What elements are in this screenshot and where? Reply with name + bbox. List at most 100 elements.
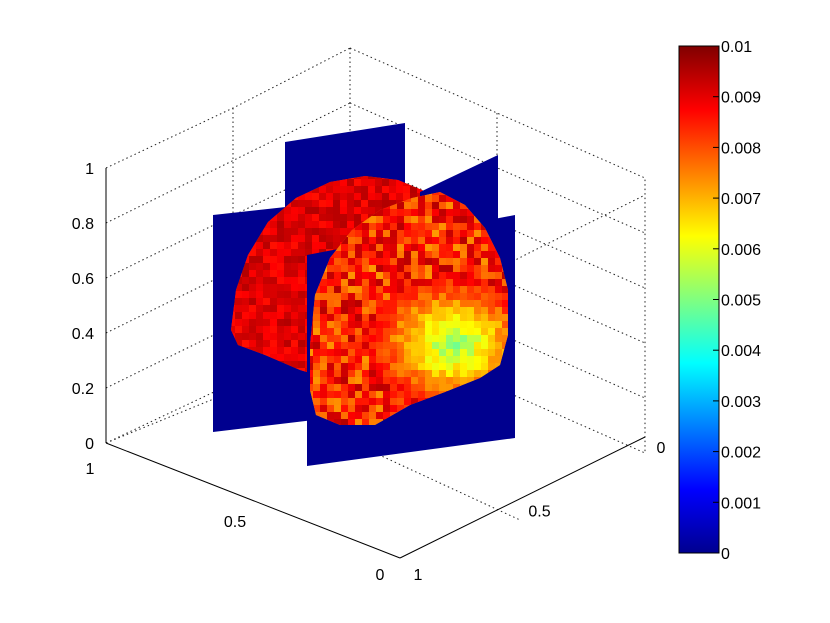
slice-cell [509, 195, 516, 202]
slice-cell [256, 277, 263, 284]
slice-cell [298, 193, 305, 200]
slice-cell [425, 244, 432, 251]
slice-cell [320, 328, 327, 335]
slice-cell [312, 214, 319, 221]
slice-cell [242, 193, 249, 200]
slice-cell [341, 279, 348, 286]
slice-cell [376, 279, 383, 286]
slice-cell [446, 293, 453, 300]
slice-cell [418, 384, 425, 391]
slice-cell [263, 270, 270, 277]
slice-cell [341, 419, 348, 425]
slice-cell [319, 242, 326, 249]
slice-cell [291, 354, 298, 361]
slice-cell [467, 216, 474, 223]
slice-cell [404, 237, 411, 244]
slice-cell [340, 179, 347, 186]
slice-cell [341, 293, 348, 300]
slice-cell [327, 307, 334, 314]
slice-cell [495, 321, 502, 328]
slice-cell [417, 186, 424, 193]
slice-cell [432, 265, 439, 272]
slice-cell [481, 335, 488, 342]
slice-cell [277, 340, 284, 347]
slice-cell [284, 242, 291, 249]
slice-cell [432, 328, 439, 335]
slice-cell [313, 328, 320, 335]
slice-cell [446, 202, 453, 209]
slice-cell [256, 235, 263, 242]
slice-cell [375, 179, 382, 186]
slice-cell [298, 347, 305, 354]
slice-cell [355, 293, 362, 300]
slice-cell [418, 314, 425, 321]
slice-cell [453, 258, 460, 265]
z-tick-label: 0.6 [72, 271, 94, 288]
slice-cell [383, 335, 390, 342]
slice-cell [376, 209, 383, 216]
slice-cell [404, 391, 411, 398]
slice-cell [439, 223, 446, 230]
slice-cell [348, 321, 355, 328]
slice-cell [383, 307, 390, 314]
slice-cell [305, 193, 312, 200]
slice-cell [355, 307, 362, 314]
slice-cell [313, 405, 320, 412]
slice-cell [348, 300, 355, 307]
slice-cell [327, 370, 334, 377]
slice-cell [327, 398, 334, 405]
slice-cell [390, 202, 397, 209]
slice-cell [432, 370, 439, 377]
slice-cell [231, 326, 235, 333]
slice-cell [355, 300, 362, 307]
slice-cell [305, 221, 312, 228]
slice-cell [263, 228, 270, 235]
slice-cell [362, 258, 369, 265]
slice-cell [474, 293, 481, 300]
slice-cell [446, 300, 453, 307]
slice-cell [369, 279, 376, 286]
colorbar-tick-label: 0.01 [721, 39, 752, 56]
z-tick-label: 0.8 [72, 216, 94, 233]
slice-cell [341, 412, 348, 419]
slice-cell [291, 207, 298, 214]
slice-cell [481, 272, 488, 279]
slice-cell [397, 314, 404, 321]
slice-cell [334, 398, 341, 405]
slice-cell [418, 237, 425, 244]
slice-cell [340, 214, 347, 221]
slice-cell [467, 272, 474, 279]
slice-cell [432, 286, 439, 293]
slice-cell [418, 272, 425, 279]
slice-cell [298, 270, 305, 277]
slice-cell [446, 258, 453, 265]
slice-cell [313, 356, 320, 363]
slice-cell [320, 307, 327, 314]
slice-cell [291, 221, 298, 228]
slice-cell [438, 176, 440, 179]
slice-cell [362, 328, 369, 335]
slice-cell [418, 370, 425, 377]
slice-cell [327, 300, 334, 307]
slice-cell [347, 186, 354, 193]
slice-cell [347, 214, 354, 221]
slice-cell [334, 258, 341, 265]
slice-cell [383, 300, 390, 307]
slice-cell [249, 284, 256, 291]
slice-cell [284, 214, 291, 221]
slice-cell [362, 286, 369, 293]
slice-cell [390, 349, 397, 356]
slice-cell [355, 230, 362, 237]
slice-cell [488, 258, 495, 265]
slice-cell [326, 193, 333, 200]
slice-cell [249, 333, 256, 340]
slice-cell [327, 335, 334, 342]
slice-cell [439, 230, 446, 237]
slice-cell [453, 363, 460, 370]
slice-cell [263, 242, 270, 249]
slice-cell [390, 370, 397, 377]
slice-cell [404, 272, 411, 279]
slice-cell [298, 340, 305, 347]
slice-cell [390, 230, 397, 237]
slice-cell [376, 314, 383, 321]
